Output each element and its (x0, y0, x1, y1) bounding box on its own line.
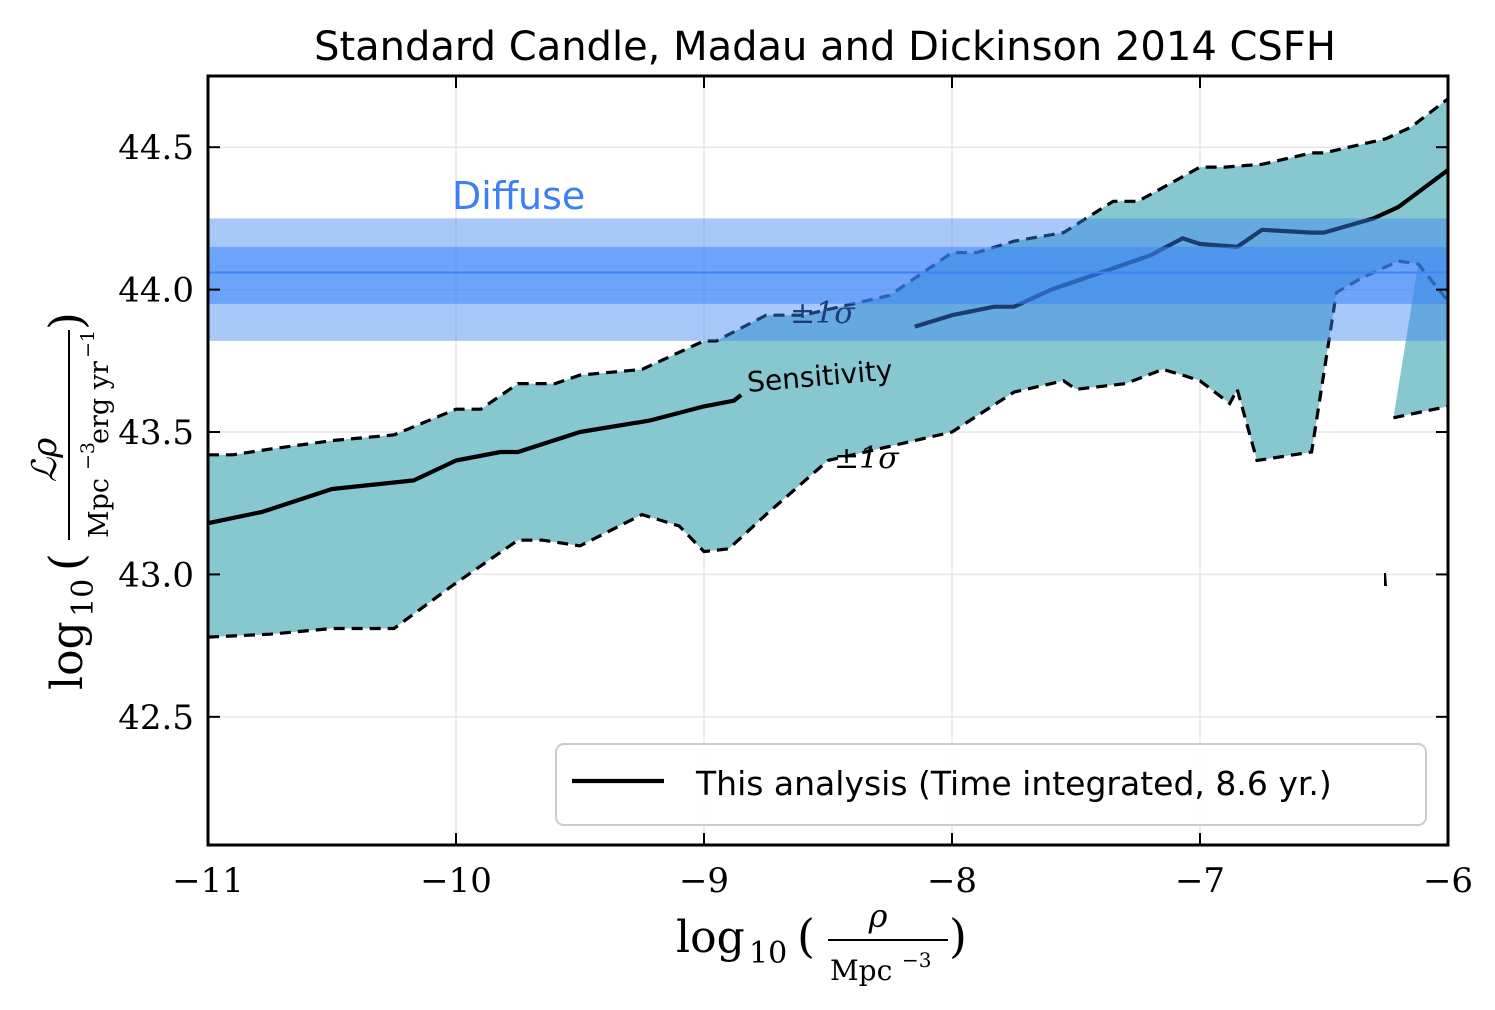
chart-title: Standard Candle, Madau and Dickinson 201… (314, 24, 1336, 70)
x-tick-label: −11 (172, 861, 244, 901)
svg-text:ρ: ρ (868, 897, 888, 935)
svg-text:−3: −3 (902, 948, 931, 972)
x-tick-label: −6 (1423, 861, 1473, 901)
svg-text:(: ( (797, 909, 815, 963)
plot-frame (206, 74, 1450, 847)
minus-sigma-line (208, 259, 1448, 639)
svg-text:): ) (949, 909, 967, 963)
minus-sigma-segment (1393, 404, 1448, 420)
x-tick-label: −7 (1175, 861, 1225, 901)
sigma-band (208, 98, 1448, 638)
svg-text:−1: −1 (77, 330, 99, 358)
y-tick-label: 43.5 (118, 413, 194, 453)
svg-text:Mpc: Mpc (830, 954, 892, 987)
legend-label-sensitivity: This analysis (Time integrated, 8.6 yr.) (695, 764, 1332, 803)
svg-text:10: 10 (66, 579, 101, 617)
y-axis-label: log 10 ( ℒρ Mpc −3 erg yr −1 ) (25, 312, 115, 690)
y-tick-label: 44.5 (118, 128, 194, 168)
svg-text:): ) (39, 312, 93, 330)
legend: This analysis (Time integrated, 8.6 yr.) (555, 743, 1427, 826)
svg-text:ℒρ: ℒρ (25, 438, 65, 482)
svg-text:10: 10 (749, 936, 787, 971)
small-marker (1384, 573, 1387, 586)
x-tick-label: −9 (679, 861, 729, 901)
x-axis: −11 −10 −9 −8 −7 −6 (172, 76, 1473, 901)
y-tick-label: 43.0 (118, 555, 194, 595)
svg-text:Mpc: Mpc (84, 478, 115, 538)
x-tick-label: −8 (927, 861, 977, 901)
svg-text:(: ( (39, 553, 93, 571)
svg-text:−3: −3 (77, 442, 99, 470)
x-tick-label: −10 (420, 861, 492, 901)
sensitivity-line (208, 168, 1448, 526)
plus-sigma-label: ±1σ (790, 296, 856, 331)
plus-sigma-line (208, 97, 1448, 457)
diffuse-label: Diffuse (452, 174, 585, 218)
diffuse-inner-band (208, 246, 1448, 304)
y-tick-label: 44.0 (118, 271, 194, 311)
svg-text:log: log (676, 912, 745, 963)
minus-sigma-label: ±1σ (834, 441, 900, 476)
legend-box (555, 743, 1427, 826)
y-tick-label: 42.5 (118, 698, 194, 738)
svg-text:log: log (42, 621, 93, 690)
x-axis-label: log 10 ( ρ Mpc −3 ) (676, 897, 967, 987)
y-axis: 42.5 43.0 43.5 44.0 44.5 (118, 128, 1448, 738)
svg-text:erg yr: erg yr (84, 361, 115, 444)
